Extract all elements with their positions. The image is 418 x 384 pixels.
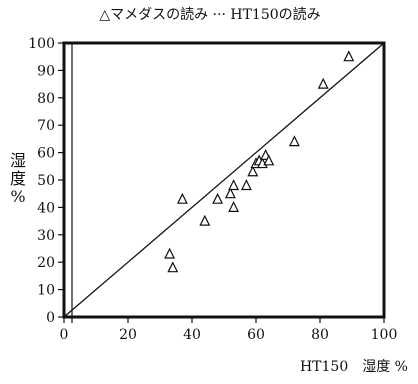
- y-axis-label-char: %: [10, 187, 25, 206]
- data-point-triangle: [343, 50, 355, 62]
- y-tick-label: 30: [37, 228, 55, 244]
- chart-title: △マメダスの読み ··· HT150の読み: [99, 6, 320, 23]
- x-tick-label: 60: [247, 327, 265, 343]
- data-point-triangle: [228, 179, 240, 191]
- y-tick-label: 0: [46, 310, 55, 326]
- plot-area: 0 10 20 30 40 50 60 70 80 90 100 0 20 40 60 80 100: [28, 36, 397, 343]
- y-axis-label-char: 度: [10, 169, 26, 188]
- data-point-triangle: [164, 247, 176, 259]
- y-tick-label: 40: [37, 200, 55, 216]
- y-tick-label: 10: [37, 283, 55, 299]
- x-tick-label: 40: [183, 327, 201, 343]
- y-tick-label: 60: [37, 146, 55, 162]
- y-tick-label: 20: [37, 255, 55, 271]
- data-point-triangle: [240, 179, 252, 191]
- data-point-triangle: [317, 77, 329, 89]
- x-axis-label: HT150 湿度 %: [300, 359, 408, 375]
- data-point-triangle: [288, 135, 300, 147]
- data-point-triangle: [228, 201, 240, 212]
- y-tick-label: 80: [37, 91, 55, 107]
- data-point-triangle: [247, 165, 259, 177]
- y-tick-label: 100: [28, 36, 55, 52]
- y-tick-label: 50: [37, 173, 55, 189]
- data-point-triangle: [263, 154, 275, 166]
- data-point-triangle: [199, 214, 211, 226]
- y-tick-label: 90: [37, 63, 55, 79]
- y-tick-label: 70: [37, 118, 55, 134]
- data-point-triangle: [167, 261, 179, 273]
- data-point-triangle: [224, 187, 236, 199]
- x-tick-label: 100: [371, 327, 398, 343]
- data-point-triangle: [176, 192, 188, 204]
- x-tick-label: 0: [60, 327, 69, 343]
- x-tick-label: 80: [311, 327, 329, 343]
- x-tick-label: 20: [119, 327, 137, 343]
- y-axis-label-char: 湿: [10, 151, 26, 170]
- y-axis-label: 湿度%: [10, 151, 26, 206]
- data-point-triangle: [212, 192, 224, 204]
- diagonal-reference-line: [63, 42, 385, 318]
